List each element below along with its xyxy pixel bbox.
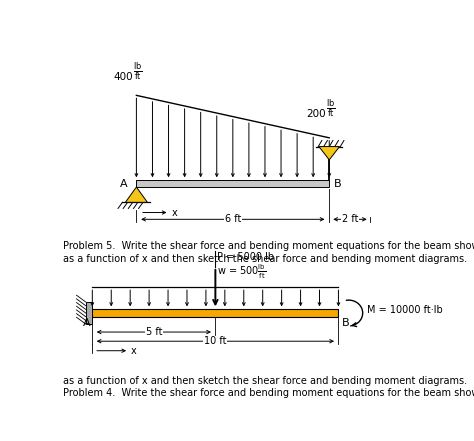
- Text: M = 10000 ft·lb: M = 10000 ft·lb: [367, 305, 443, 314]
- Text: as a function of x and then sketch the shear force and bending moment diagrams.: as a function of x and then sketch the s…: [63, 254, 467, 264]
- Text: B: B: [342, 318, 350, 329]
- Text: 10 ft: 10 ft: [204, 336, 227, 346]
- Text: 6 ft: 6 ft: [225, 214, 241, 224]
- Text: as a function of x and then sketch the shear force and bending moment diagrams.: as a function of x and then sketch the s…: [63, 376, 467, 386]
- Text: $\mathregular{\frac{lb}{ft}}$: $\mathregular{\frac{lb}{ft}}$: [326, 97, 335, 119]
- FancyBboxPatch shape: [92, 309, 338, 317]
- Text: A: A: [83, 318, 91, 329]
- Text: 200: 200: [306, 109, 326, 119]
- Polygon shape: [125, 187, 147, 202]
- Text: A: A: [119, 179, 127, 189]
- FancyBboxPatch shape: [137, 180, 329, 187]
- Polygon shape: [319, 146, 339, 160]
- Text: P = 5000 lb: P = 5000 lb: [217, 251, 274, 262]
- Text: w = 500$\mathregular{\frac{lb}{ft}}$: w = 500$\mathregular{\frac{lb}{ft}}$: [217, 262, 266, 280]
- Text: 400: 400: [113, 72, 133, 82]
- Text: Problem 5.  Write the shear force and bending moment equations for the beam show: Problem 5. Write the shear force and ben…: [63, 241, 474, 251]
- Text: 5 ft: 5 ft: [146, 327, 162, 337]
- Text: B: B: [334, 179, 341, 189]
- Text: x: x: [131, 346, 137, 356]
- Text: x: x: [171, 208, 177, 217]
- Text: Problem 4.  Write the shear force and bending moment equations for the beam show: Problem 4. Write the shear force and ben…: [63, 389, 474, 398]
- Text: $\mathregular{\frac{lb}{ft}}$: $\mathregular{\frac{lb}{ft}}$: [133, 60, 142, 82]
- FancyBboxPatch shape: [86, 302, 92, 324]
- Text: 2 ft: 2 ft: [342, 214, 358, 224]
